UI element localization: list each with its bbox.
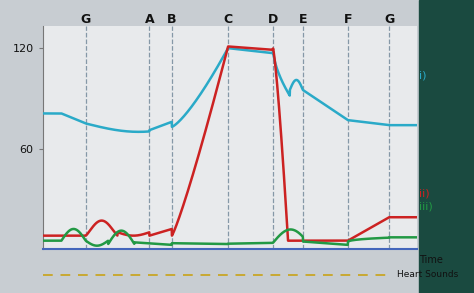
Text: E: E: [299, 13, 307, 26]
Text: D: D: [268, 13, 278, 26]
Text: C: C: [223, 13, 233, 26]
Text: Heart Sounds: Heart Sounds: [397, 270, 458, 279]
Text: A: A: [145, 13, 154, 26]
Text: ii): ii): [419, 188, 429, 198]
Text: G: G: [81, 13, 91, 26]
Text: iii): iii): [419, 202, 433, 212]
Text: F: F: [344, 13, 352, 26]
Text: G: G: [384, 13, 394, 26]
Text: Time: Time: [419, 255, 443, 265]
Text: i): i): [419, 70, 427, 80]
Text: B: B: [167, 13, 177, 26]
